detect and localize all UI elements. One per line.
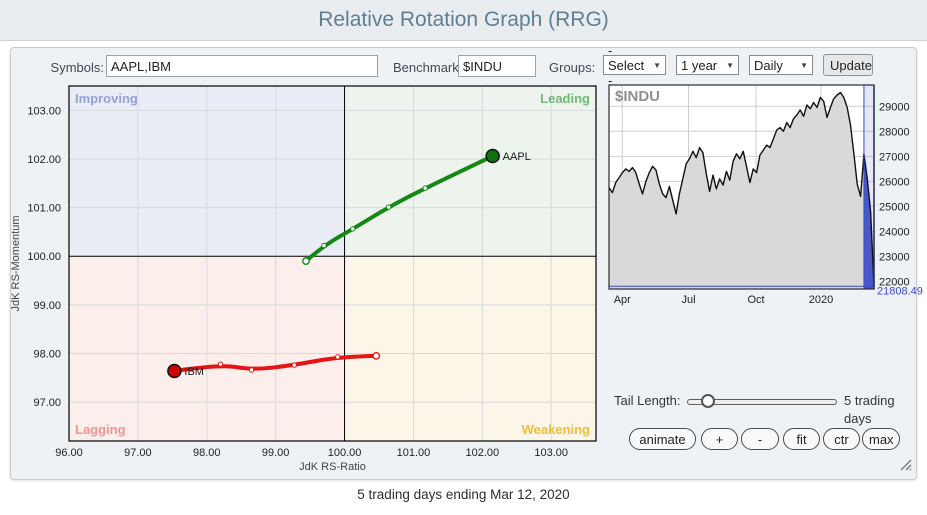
svg-text:97.00: 97.00 [124, 447, 152, 459]
rrg-chart: Improving Leading Lagging Weakening 96.00 97.… [10, 81, 611, 476]
tail-length-value: 5 trading days [844, 393, 895, 426]
frequency-select[interactable]: Daily ▼ [749, 55, 813, 75]
fit-button[interactable]: fit [783, 428, 820, 450]
period-select[interactable]: 1 year ▼ [676, 55, 739, 75]
benchmark-tail-band [863, 85, 874, 289]
svg-text:97.00: 97.00 [33, 397, 61, 409]
max-button[interactable]: max [862, 428, 900, 450]
benchmark-input[interactable] [458, 55, 536, 77]
svg-text:103.00: 103.00 [534, 447, 568, 459]
ibm-head-marker[interactable] [167, 363, 182, 379]
y-axis-title: JdK RS-Momentum [11, 216, 22, 312]
svg-text:27000: 27000 [879, 151, 910, 163]
aapl-symbol-label: AAPL [503, 151, 531, 163]
benchmark-last-value-label: 21808.49 [877, 285, 923, 297]
page-title: Relative Rotation Graph (RRG) [318, 8, 609, 31]
aapl-head-marker[interactable] [485, 148, 500, 164]
ibm-symbol-label: IBM [184, 366, 204, 378]
svg-text:Jul: Jul [681, 294, 695, 306]
svg-text:102.00: 102.00 [27, 154, 61, 166]
zoom-in-button[interactable]: + [701, 428, 738, 450]
period-select-value: 1 year [681, 57, 718, 73]
svg-text:100.00: 100.00 [328, 447, 362, 459]
quadrant-leading [344, 86, 596, 257]
rrg-plot-svg: Improving Leading Lagging Weakening 96.00 97.… [10, 85, 597, 473]
tail-length-slider[interactable] [687, 399, 837, 405]
svg-text:98.00: 98.00 [33, 348, 61, 360]
tail-length-slider-handle[interactable] [701, 394, 715, 408]
update-button[interactable]: Update [823, 54, 873, 76]
animate-button[interactable]: animate [629, 428, 696, 450]
frequency-select-value: Daily [754, 57, 783, 73]
groups-select[interactable]: - Select - ▼ [603, 43, 666, 88]
svg-text:29000: 29000 [879, 101, 910, 113]
svg-text:96.00: 96.00 [55, 447, 83, 459]
tail-length-label: Tail Length: [614, 393, 681, 408]
svg-text:101.00: 101.00 [397, 447, 431, 459]
benchmark-area [609, 92, 874, 289]
svg-text:23000: 23000 [879, 251, 910, 263]
svg-text:98.00: 98.00 [193, 447, 221, 459]
ibm-tail-line [172, 353, 379, 373]
svg-text:28000: 28000 [879, 126, 910, 138]
quadrant-weakening [344, 256, 596, 441]
benchmark-plot-svg: $INDU 22000 23000 24000 25000 26000 27000 28000… [608, 84, 923, 306]
svg-text:22000: 22000 [879, 276, 910, 288]
svg-text:102.00: 102.00 [466, 447, 500, 459]
benchmark-price-line [608, 91, 875, 287]
zoom-out-button[interactable]: - [741, 428, 779, 450]
svg-text:99.00: 99.00 [33, 300, 61, 312]
x-axis-title: JdK RS-Ratio [299, 461, 366, 473]
svg-text:2020: 2020 [809, 294, 833, 306]
center-button[interactable]: ctr [823, 428, 860, 450]
groups-select-value: - Select - [608, 42, 645, 88]
svg-text:101.00: 101.00 [27, 203, 61, 215]
quadrant-label-improving: Improving [75, 91, 138, 106]
svg-text:26000: 26000 [879, 176, 910, 188]
app-header: Relative Rotation Graph (RRG) [0, 0, 927, 41]
quadrant-label-weakening: Weakening [522, 422, 590, 437]
chevron-down-icon: ▼ [800, 60, 808, 70]
svg-text:24000: 24000 [879, 226, 910, 238]
svg-text:100.00: 100.00 [27, 251, 61, 263]
quadrant-label-lagging: Lagging [75, 422, 126, 437]
quadrant-label-leading: Leading [540, 91, 590, 106]
benchmark-label: Benchmark: [393, 60, 463, 75]
symbols-input[interactable] [106, 55, 378, 77]
chevron-down-icon: ▼ [726, 60, 734, 70]
svg-text:Apr: Apr [614, 294, 631, 306]
svg-text:25000: 25000 [879, 201, 910, 213]
svg-text:103.00: 103.00 [27, 105, 61, 117]
chevron-down-icon: ▼ [653, 60, 661, 70]
symbols-label: Symbols: [50, 60, 104, 75]
benchmark-title: $INDU [615, 88, 660, 105]
rrg-panel: Symbols: Benchmark: Groups: - Select - ▼… [10, 43, 923, 480]
footer-caption: 5 trading days ending Mar 12, 2020 [357, 487, 570, 502]
svg-text:Oct: Oct [748, 294, 765, 306]
resize-handle-icon[interactable] [897, 456, 914, 472]
aapl-tail-line [303, 154, 495, 264]
benchmark-chart: $INDU 22000 23000 24000 25000 26000 27000 28000… [601, 81, 927, 309]
svg-text:99.00: 99.00 [262, 447, 290, 459]
groups-label: Groups: [549, 60, 596, 75]
